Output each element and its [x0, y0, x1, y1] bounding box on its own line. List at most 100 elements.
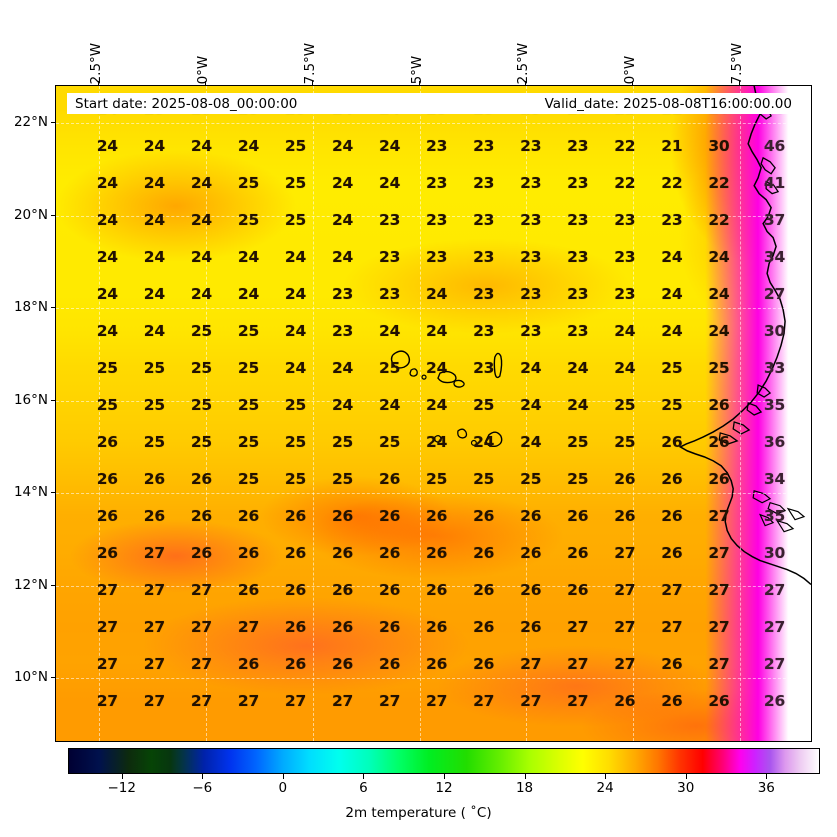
grid-value: 23 — [567, 248, 589, 267]
grid-value: 25 — [237, 433, 260, 452]
grid-value: 27 — [567, 655, 589, 674]
grid-value: 26 — [237, 581, 260, 600]
grid-value: 23 — [520, 248, 542, 267]
grid-value: 23 — [614, 248, 636, 267]
grid-value: 26 — [567, 581, 589, 600]
grid-value: 24 — [331, 137, 354, 156]
grid-value: 25 — [190, 396, 212, 415]
grid-value: 26 — [520, 544, 542, 563]
grid-value: 23 — [567, 322, 589, 341]
grid-value: 23 — [426, 211, 448, 230]
colorbar-tick-label: 36 — [757, 780, 775, 796]
grid-value: 23 — [473, 359, 495, 378]
grid-value: 27 — [614, 544, 636, 563]
grid-value: 41 — [763, 174, 786, 193]
map-plot-area[interactable]: 24 25 25 25 25 24 24 25 25 25 25 22 22 26 46 24 24 24 24 25… — [55, 85, 812, 742]
grid-value: 27 — [143, 692, 165, 711]
grid-value: 27 — [237, 692, 260, 711]
grid-value: 25 — [426, 470, 448, 489]
grid-value: 25 — [190, 433, 212, 452]
grid-value: 24 — [331, 174, 354, 193]
grid-value: 27 — [96, 655, 118, 674]
grid-value: 34 — [763, 248, 786, 267]
grid-value: 26 — [614, 507, 636, 526]
grid-value: 25 — [190, 359, 212, 378]
grid-value: 26 — [661, 507, 683, 526]
grid-value: 24 — [284, 285, 307, 304]
latitude-tickmark — [51, 307, 55, 309]
grid-value: 25 — [284, 433, 307, 452]
grid-value: 25 — [708, 359, 730, 378]
grid-value: 27 — [708, 544, 730, 563]
grid-value: 23 — [473, 174, 495, 193]
latitude-tick: 16°N — [13, 391, 48, 408]
grid-value: 26 — [237, 655, 260, 674]
grid-value: 26 — [331, 655, 354, 674]
grid-value: 27 — [763, 285, 786, 304]
latitude-tick: 14°N — [13, 484, 48, 501]
latitude-tickmark — [51, 399, 55, 401]
grid-value: 24 — [661, 248, 683, 267]
grid-value: 27 — [520, 655, 542, 674]
grid-value: 24 — [237, 137, 260, 156]
grid-value: 26 — [190, 470, 212, 489]
longitude-tickmark — [311, 81, 313, 85]
grid-value: 23 — [426, 248, 448, 267]
grid-value: 24 — [331, 359, 354, 378]
grid-value: 46 — [763, 137, 786, 156]
grid-value: 24 — [378, 174, 401, 193]
gridline-horizontal — [56, 308, 811, 310]
gridline-vertical — [312, 86, 314, 741]
grid-value: 37 — [763, 211, 786, 230]
grid-value: 26 — [378, 618, 401, 637]
grid-value: 26 — [567, 544, 589, 563]
grid-value: 23 — [567, 137, 589, 156]
grid-value: 25 — [473, 396, 495, 415]
grid-value: 26 — [567, 507, 589, 526]
grid-value: 30 — [763, 544, 786, 563]
grid-value: 26 — [331, 581, 354, 600]
grid-value: 24 — [426, 359, 448, 378]
grid-value: 23 — [473, 248, 495, 267]
grid-value: 35 — [763, 396, 786, 415]
longitude-tickmark — [525, 81, 527, 85]
latitude-tick: 22°N — [13, 114, 48, 130]
grid-value: 26 — [378, 655, 401, 674]
grid-value: 21 — [661, 137, 683, 156]
grid-value: 25 — [237, 396, 260, 415]
grid-value: 24 — [567, 396, 589, 415]
gridline-vertical — [205, 86, 207, 741]
grid-value: 24 — [190, 285, 212, 304]
grid-value: 25 — [284, 470, 307, 489]
grid-value: 23 — [378, 285, 401, 304]
grid-value: 27 — [96, 618, 118, 637]
grid-value: 25 — [237, 322, 260, 341]
grid-value: 24 — [426, 322, 448, 341]
grid-value: 23 — [520, 211, 542, 230]
grid-value: 24 — [520, 433, 542, 452]
gridline-vertical — [740, 86, 742, 741]
grid-value: 26 — [763, 692, 786, 711]
grid-value: 26 — [284, 655, 307, 674]
grid-value: 36 — [763, 433, 786, 452]
grid-value: 24 — [190, 248, 212, 267]
colorbar-tick-label: 0 — [278, 780, 288, 796]
grid-value: 27 — [284, 692, 307, 711]
grid-value: 26 — [661, 655, 683, 674]
grid-value: 26 — [237, 507, 260, 526]
grid-value: 25 — [378, 433, 401, 452]
grid-value: 26 — [520, 618, 542, 637]
grid-value: 25 — [237, 211, 260, 230]
grid-value: 26 — [520, 581, 542, 600]
grid-value: 25 — [661, 396, 683, 415]
grid-value: 25 — [567, 433, 589, 452]
colorbar[interactable]: −12 −6 0 6 12 18 24 30 36 — [68, 748, 820, 796]
grid-value: 26 — [331, 618, 354, 637]
grid-value: 22 — [661, 174, 683, 193]
grid-value: 23 — [567, 211, 589, 230]
grid-value: 33 — [763, 359, 786, 378]
colorbar-tick-label: −6 — [192, 780, 213, 796]
longitude-tickmark — [204, 81, 206, 85]
grid-value: 23 — [520, 137, 542, 156]
